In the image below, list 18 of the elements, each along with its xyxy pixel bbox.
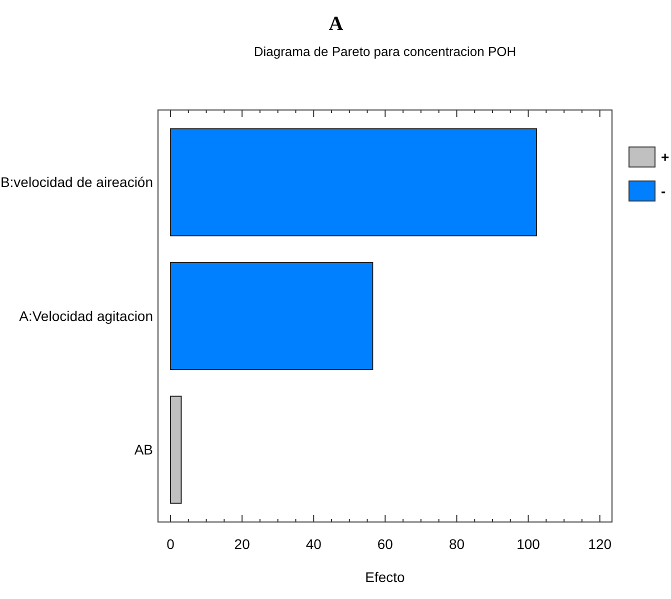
x-tick-label: 40 (306, 536, 322, 552)
chart-subtitle: Diagrama de Pareto para concentracion POH (254, 44, 516, 59)
y-tick-label: A:Velocidad agitacion (19, 308, 153, 324)
x-tick-label: 100 (516, 536, 540, 552)
y-tick-label: AB (134, 442, 153, 458)
x-axis-title: Efecto (365, 569, 406, 585)
chart-title: A (328, 13, 344, 35)
x-tick-label: 60 (377, 536, 394, 552)
legend-label: + (661, 148, 670, 165)
x-tick-label: 80 (448, 536, 465, 552)
bar (170, 396, 182, 504)
x-tick-label: 0 (166, 536, 175, 552)
legend-label: - (661, 182, 666, 199)
bar (170, 128, 538, 236)
y-tick-label: B:velocidad de aireación (0, 174, 153, 190)
bar (170, 262, 374, 370)
x-tick-label: 20 (234, 536, 250, 552)
x-tick-label: 120 (588, 536, 612, 552)
